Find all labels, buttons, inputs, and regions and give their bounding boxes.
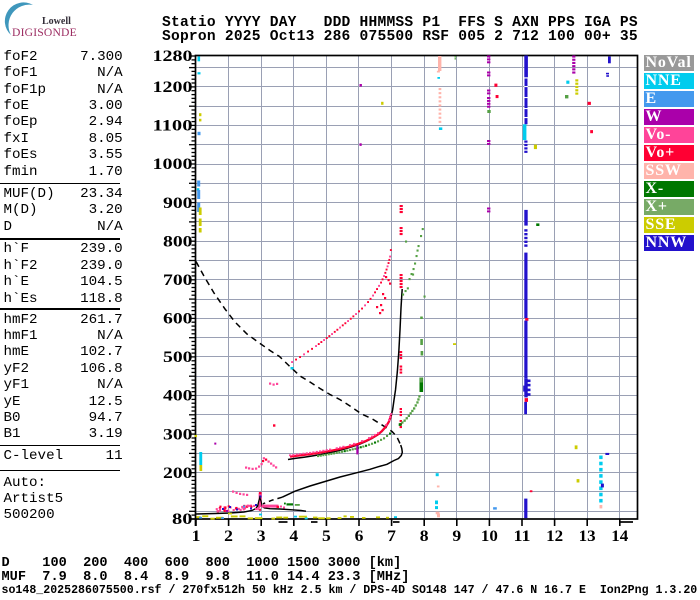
svg-text:1: 1 xyxy=(192,528,201,545)
svg-text:Lowell: Lowell xyxy=(42,16,71,27)
svg-text:1000: 1000 xyxy=(153,156,193,173)
svg-text:8: 8 xyxy=(420,528,429,545)
svg-text:500: 500 xyxy=(163,349,193,366)
svg-text:9: 9 xyxy=(452,528,461,545)
svg-text:DIGISONDE: DIGISONDE xyxy=(12,26,77,39)
svg-text:5: 5 xyxy=(322,528,331,545)
svg-text:14: 14 xyxy=(611,528,628,545)
svg-text:7: 7 xyxy=(387,528,396,545)
svg-text:80: 80 xyxy=(172,511,193,528)
svg-text:2: 2 xyxy=(224,528,233,545)
svg-text:6: 6 xyxy=(355,528,364,545)
svg-text:700: 700 xyxy=(163,272,193,289)
svg-text:1280: 1280 xyxy=(153,48,193,65)
svg-text:13: 13 xyxy=(579,528,596,545)
svg-text:200: 200 xyxy=(163,465,193,482)
svg-text:600: 600 xyxy=(163,311,193,328)
svg-text:11: 11 xyxy=(514,528,531,545)
svg-text:400: 400 xyxy=(163,388,193,405)
svg-text:12: 12 xyxy=(546,528,563,545)
svg-text:300: 300 xyxy=(163,426,193,443)
svg-text:3: 3 xyxy=(257,528,266,545)
svg-text:4: 4 xyxy=(289,528,298,545)
svg-text:1100: 1100 xyxy=(153,118,193,135)
svg-text:1200: 1200 xyxy=(153,79,193,96)
svg-text:800: 800 xyxy=(163,233,193,250)
svg-text:10: 10 xyxy=(481,528,498,545)
svg-text:900: 900 xyxy=(163,195,193,212)
